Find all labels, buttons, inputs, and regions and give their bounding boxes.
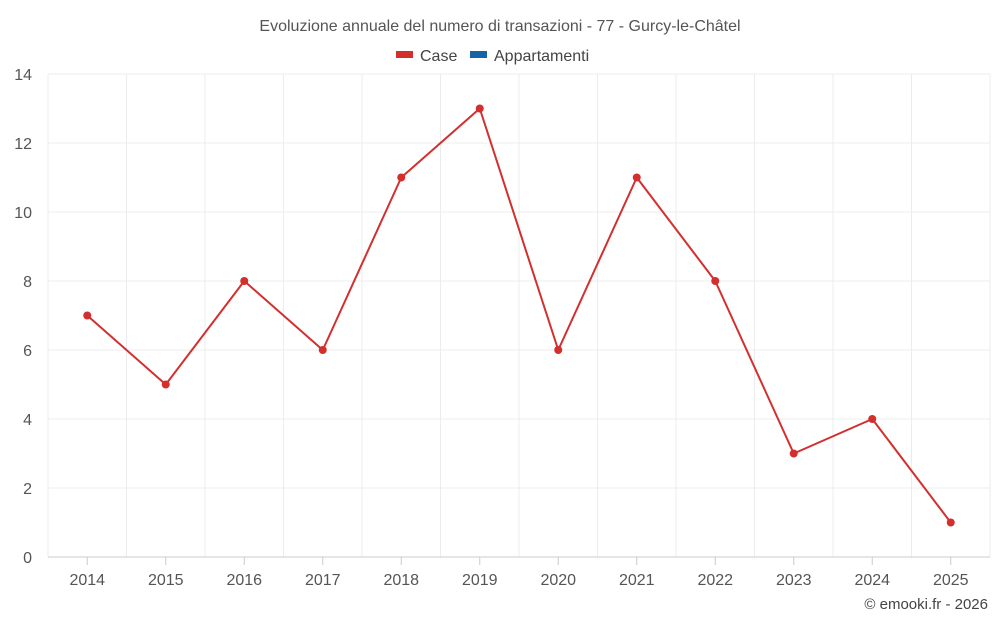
y-tick-label: 2 xyxy=(23,481,32,498)
x-tick-label: 2025 xyxy=(933,572,969,589)
legend-label-appartamenti: Appartamenti xyxy=(494,48,589,65)
x-tick-label: 2015 xyxy=(148,572,184,589)
x-tick-label: 2016 xyxy=(226,572,262,589)
series-line-case xyxy=(86,107,952,524)
x-tick-label: 2018 xyxy=(383,572,419,589)
data-point-case-2025[interactable] xyxy=(946,518,955,527)
x-tick-label: 2020 xyxy=(540,572,576,589)
y-tick-label: 4 xyxy=(23,412,32,429)
y-tick-label: 6 xyxy=(23,343,32,360)
x-tick-label: 2014 xyxy=(69,572,105,589)
y-tick-label: 8 xyxy=(23,274,32,291)
legend-label-case: Case xyxy=(420,48,457,65)
chart-title: Evoluzione annuale del numero di transaz… xyxy=(259,18,740,35)
x-tick-label: 2017 xyxy=(305,572,341,589)
data-point-case-2023[interactable] xyxy=(789,449,798,458)
legend-item-appartamenti[interactable]: Appartamenti xyxy=(470,48,589,65)
legend: Case Appartamenti xyxy=(396,48,589,65)
credit-text: © emooki.fr - 2026 xyxy=(864,596,988,613)
y-tick-label: 12 xyxy=(14,136,32,153)
data-point-case-2019[interactable] xyxy=(475,104,484,113)
legend-swatch-appartamenti xyxy=(470,51,487,58)
data-point-case-2021[interactable] xyxy=(632,173,641,182)
data-point-case-2022[interactable] xyxy=(711,277,720,285)
x-tick-label: 2022 xyxy=(697,572,733,589)
x-tick-label: 2021 xyxy=(619,572,655,589)
y-tick-label: 0 xyxy=(23,550,32,567)
x-tick-label: 2019 xyxy=(462,572,498,589)
legend-item-case[interactable]: Case xyxy=(396,48,457,65)
y-tick-label: 14 xyxy=(14,67,32,84)
data-point-case-2015[interactable] xyxy=(161,380,170,389)
data-point-case-2017[interactable] xyxy=(318,346,327,354)
series-group xyxy=(83,104,955,527)
gridlines xyxy=(47,73,991,557)
legend-swatch-case xyxy=(396,51,413,58)
data-point-case-2020[interactable] xyxy=(554,346,563,354)
data-point-case-2016[interactable] xyxy=(240,277,249,285)
data-point-case-2014[interactable] xyxy=(83,311,92,320)
x-tick-label: 2024 xyxy=(854,572,890,589)
y-tick-label: 10 xyxy=(14,205,32,222)
data-point-case-2018[interactable] xyxy=(397,173,406,182)
data-point-case-2024[interactable] xyxy=(868,415,877,423)
x-axis-ticks: 2014 2015 2016 2017 2018 2019 2020 2021 2022 2023… xyxy=(69,557,969,589)
x-tick-label: 2023 xyxy=(776,572,812,589)
y-axis-ticks: 0 2 4 6 8 10 12 14 xyxy=(14,67,32,567)
